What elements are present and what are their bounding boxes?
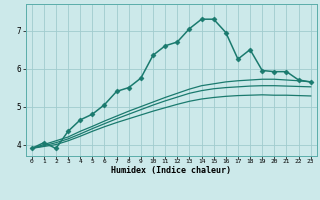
X-axis label: Humidex (Indice chaleur): Humidex (Indice chaleur) (111, 166, 231, 175)
